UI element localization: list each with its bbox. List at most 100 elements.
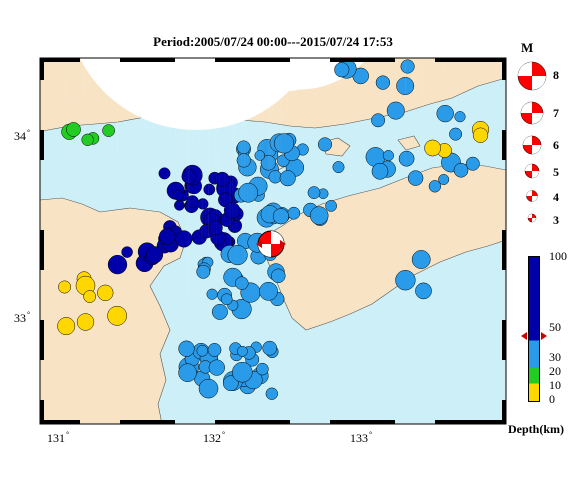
frame-tick [40, 320, 44, 360]
earthquake-event [107, 58, 297, 326]
depth-marker [521, 332, 547, 340]
earthquake-event [395, 58, 416, 291]
frame-tick [40, 58, 80, 62]
earthquake-event [317, 58, 329, 199]
earthquake-event [178, 58, 352, 382]
earthquake-event [107, 58, 231, 275]
frame-tick [40, 420, 80, 424]
earthquake-event [309, 58, 329, 225]
earthquake-event [274, 58, 295, 154]
depth-colorbar [528, 256, 540, 402]
depth-unit-label: Depth(km) [508, 422, 564, 436]
frame-tick [502, 320, 506, 360]
earthquake-event [81, 58, 94, 146]
magnitude-legend [517, 61, 547, 223]
earthquake-event [83, 58, 279, 303]
earthquake-event [232, 58, 329, 383]
earthquake-event [66, 58, 81, 137]
earthquake-event [334, 58, 350, 78]
frame-tick [435, 58, 506, 62]
earthquake-event [472, 58, 489, 143]
earthquake-event [371, 58, 386, 128]
earthquake-event [453, 58, 469, 178]
earthquake-event [256, 58, 269, 376]
mag-label-8: 8 [553, 68, 559, 82]
frame-tick [215, 58, 290, 62]
earthquake-event [158, 58, 171, 180]
earthquake-event [145, 58, 164, 264]
mag-label-6: 6 [553, 138, 559, 152]
frame-tick [215, 420, 290, 424]
earthquake-event [222, 58, 354, 392]
depth-tick-30: 30 [549, 350, 561, 364]
earthquake-event [197, 58, 209, 210]
earthquake-event [271, 58, 286, 284]
frame-tick [40, 230, 44, 270]
earthquake-event [237, 58, 248, 357]
lat-label-34: 34° [14, 128, 31, 143]
earthquake-event [207, 58, 223, 236]
mag-label-4: 4 [553, 190, 559, 204]
earthquake-event [272, 58, 289, 225]
earthquake-event [307, 58, 321, 199]
earthquake-event [158, 58, 176, 245]
earthquake-event [375, 58, 391, 90]
mag-legend-ball [517, 61, 547, 91]
map-frame [40, 58, 506, 424]
mag-legend-ball [520, 101, 544, 125]
frame-tick [40, 58, 44, 80]
mag-legend-ball [527, 213, 537, 223]
frame-tick [40, 130, 44, 160]
earthquake-event [260, 58, 277, 171]
mag-legend-ball [522, 135, 542, 155]
earthquake-event [198, 58, 368, 399]
earthquake-event [196, 58, 323, 357]
earthquake-event [411, 58, 431, 269]
earthquake-event [386, 58, 405, 120]
mag-label-3: 3 [553, 213, 559, 227]
frame-tick [330, 420, 395, 424]
lon-label-132: 132° [203, 430, 226, 445]
frame-tick [435, 420, 506, 424]
frame-tick [502, 58, 506, 80]
earthquake-event [208, 58, 340, 376]
earthquake-event [398, 58, 415, 167]
earthquake-event [259, 58, 278, 301]
magnitude-legend-title: M [521, 40, 534, 55]
depth-tick-50: 50 [549, 320, 561, 334]
mag-label-7: 7 [553, 106, 559, 120]
earthquake-event [436, 58, 454, 123]
earthquake-event [407, 58, 424, 186]
earthquake-event [102, 58, 115, 137]
earthquake-event [97, 58, 272, 301]
frame-tick [502, 400, 506, 424]
depth-tick-20: 20 [549, 364, 561, 378]
event-markers [57, 58, 490, 400]
earthquake-event [424, 58, 441, 157]
earthquake-event [454, 58, 466, 123]
earthquake-event [238, 58, 259, 203]
map-title: Period:2005/07/24 00:00---2015/07/24 17:… [153, 34, 393, 49]
island [397, 135, 421, 151]
mag-label-5: 5 [553, 165, 559, 179]
frame-tick [120, 420, 175, 424]
mag-legend-ball [526, 190, 538, 202]
earthquake-event [121, 58, 209, 258]
frame-tick [120, 58, 175, 62]
main-shock-marker [256, 230, 286, 258]
earthquake-event [265, 58, 341, 400]
earthquake-event [178, 58, 321, 357]
depth-tick-10: 10 [549, 378, 561, 392]
earthquake-event [449, 58, 463, 141]
earthquake-event [262, 58, 278, 356]
shikoku-land [261, 163, 506, 331]
frame-tick [330, 58, 395, 62]
lon-label-133: 133° [350, 430, 373, 445]
lon-label-131: 131° [47, 430, 70, 445]
earthquake-event [57, 58, 313, 336]
mag-legend-ball [524, 163, 540, 179]
lat-label-33: 33° [14, 310, 31, 325]
earthquake-event [465, 58, 480, 171]
earthquake-event [400, 58, 415, 74]
